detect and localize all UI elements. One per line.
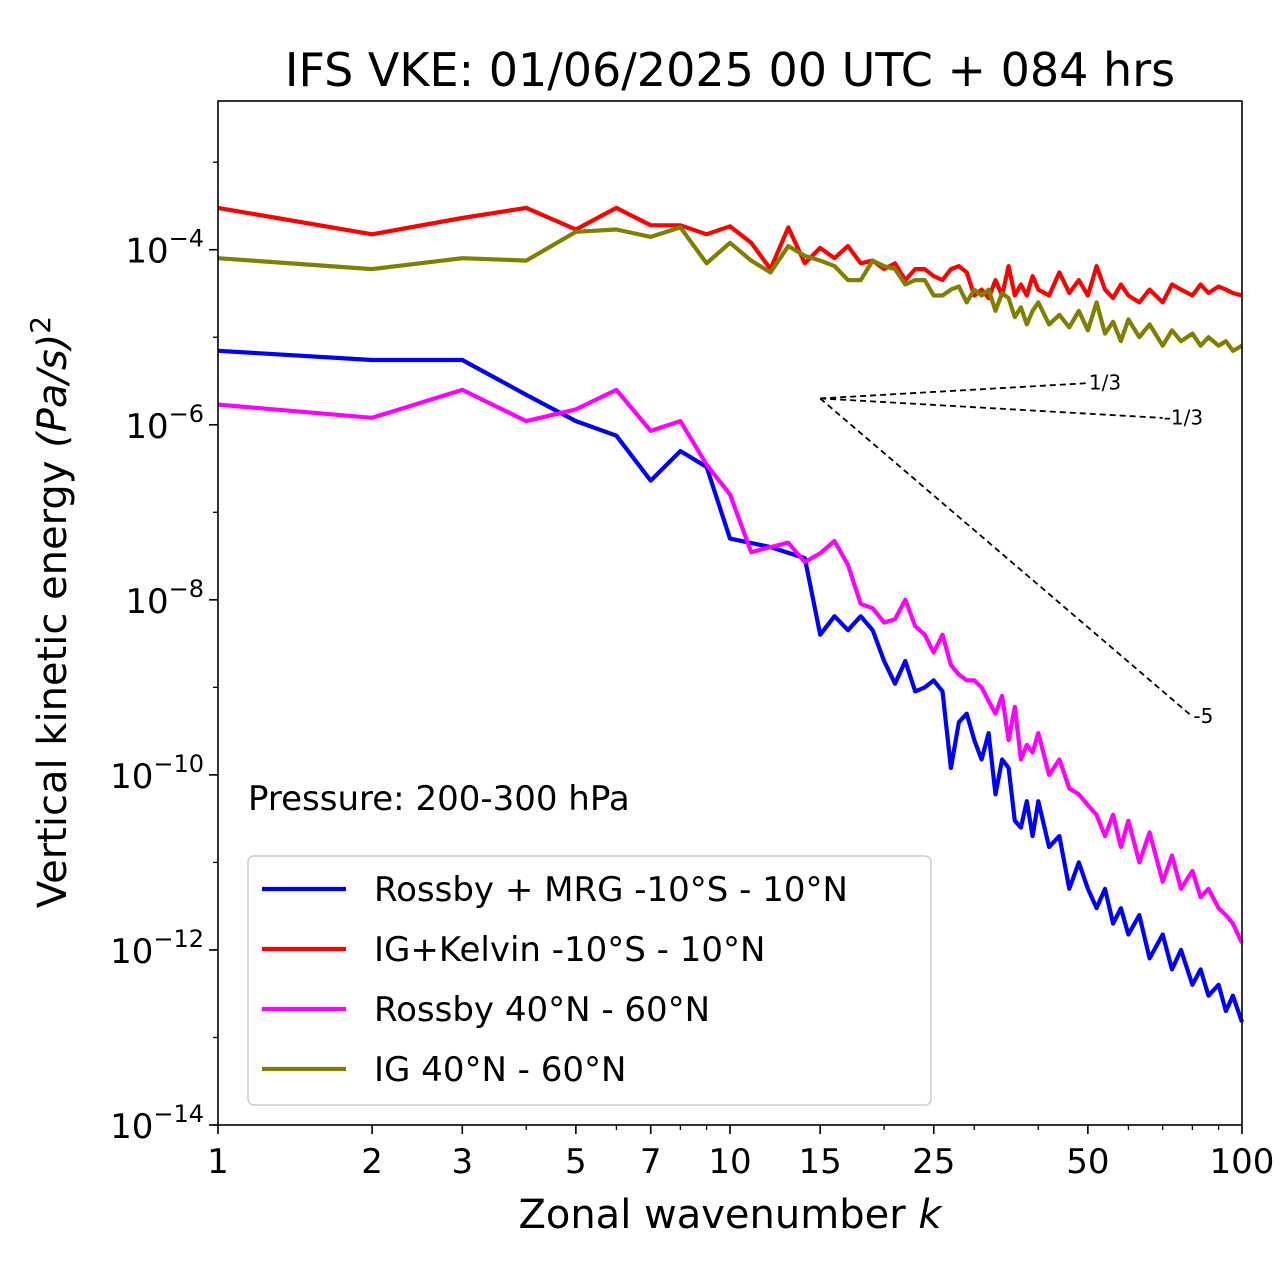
x-axis: 1 2 3 5 7 10 15 25 50 100 <box>207 1125 1274 1182</box>
reference-line-2 <box>819 397 1193 718</box>
x-tick-label: 100 <box>1210 1142 1275 1182</box>
y-tick-base: 10 <box>125 232 168 272</box>
y-tick-label: 10−10 <box>110 750 204 797</box>
y-tick-exponent: −14 <box>153 1100 204 1128</box>
legend-label-2: Rossby 40°N - 60°N <box>374 990 710 1030</box>
series-line-3 <box>217 225 1244 353</box>
x-tick-label: 2 <box>361 1142 383 1182</box>
x-axis-label: Zonal wavenumber k <box>518 1192 943 1238</box>
x-tick-label: 5 <box>565 1142 587 1182</box>
legend-box <box>247 855 932 1106</box>
reference-line-1 <box>820 397 1163 419</box>
reference-line-0 <box>820 382 1088 400</box>
y-axis-label-text: Vertical kinetic energy <box>30 461 76 909</box>
legend: Rossby + MRG -10°S - 10°N IG+Kelvin -10°S… <box>247 855 932 1106</box>
series-line-0 <box>217 348 1244 1023</box>
x-axis-label-text: Zonal wavenumber <box>518 1192 906 1238</box>
x-tick-label: 3 <box>451 1142 473 1182</box>
pressure-annotation: Pressure: 200-300 hPa <box>248 779 630 819</box>
y-tick-exponent: −12 <box>153 925 204 953</box>
y-axis-label-unit: (Pa/s) <box>30 334 76 448</box>
y-tick-base: 10 <box>125 582 168 622</box>
legend-label-3: IG 40°N - 60°N <box>374 1050 626 1090</box>
x-tick-label: 10 <box>708 1142 751 1182</box>
reference-label-1: -1/3 <box>1164 405 1203 429</box>
y-tick-label: 10−6 <box>125 400 204 447</box>
y-tick-exponent: −8 <box>169 575 204 603</box>
x-tick-label: 50 <box>1066 1142 1109 1182</box>
x-tick-label: 25 <box>912 1142 955 1182</box>
y-axis-label-power: 2 <box>24 316 57 334</box>
series-line-2 <box>217 387 1244 944</box>
y-tick-base: 10 <box>125 407 168 447</box>
x-tick-label: 15 <box>799 1142 842 1182</box>
y-tick-base: 10 <box>110 757 153 797</box>
reference-label-0: 1/3 <box>1089 371 1121 395</box>
reference-label-2: -5 <box>1193 704 1213 728</box>
series-layer <box>217 205 1244 1023</box>
y-tick-exponent: −6 <box>169 400 204 428</box>
x-tick-label: 7 <box>640 1142 662 1182</box>
reference-slopes: 1/3 -1/3 -5 <box>819 371 1213 728</box>
y-tick-label: 10−8 <box>125 575 204 622</box>
y-tick-exponent: −4 <box>169 225 204 253</box>
y-tick-base: 10 <box>110 932 153 972</box>
y-tick-label: 10−14 <box>110 1100 204 1147</box>
x-axis-label-symbol: k <box>918 1192 943 1238</box>
y-tick-label: 10−4 <box>125 225 204 272</box>
legend-label-1: IG+Kelvin -10°S - 10°N <box>374 930 765 970</box>
x-tick-label: 1 <box>207 1142 229 1182</box>
chart-title: IFS VKE: 01/06/2025 00 UTC + 084 hrs <box>285 43 1175 97</box>
y-axis-label: Vertical kinetic energy (Pa/s)2 <box>24 316 76 908</box>
y-tick-exponent: −10 <box>153 750 204 778</box>
y-tick-label: 10−12 <box>110 925 204 972</box>
y-tick-base: 10 <box>110 1107 153 1147</box>
legend-label-0: Rossby + MRG -10°S - 10°N <box>374 870 848 910</box>
